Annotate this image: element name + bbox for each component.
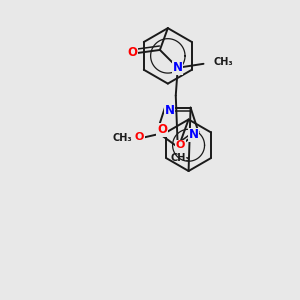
Text: CH₃: CH₃	[213, 57, 233, 67]
Text: N: N	[165, 104, 175, 117]
Text: O: O	[157, 124, 167, 136]
Text: N: N	[188, 128, 199, 141]
Text: O: O	[127, 46, 137, 59]
Text: O: O	[176, 140, 185, 150]
Text: CH₃: CH₃	[113, 133, 133, 143]
Text: N: N	[173, 61, 183, 74]
Text: O: O	[135, 132, 144, 142]
Text: CH₃: CH₃	[171, 153, 190, 163]
